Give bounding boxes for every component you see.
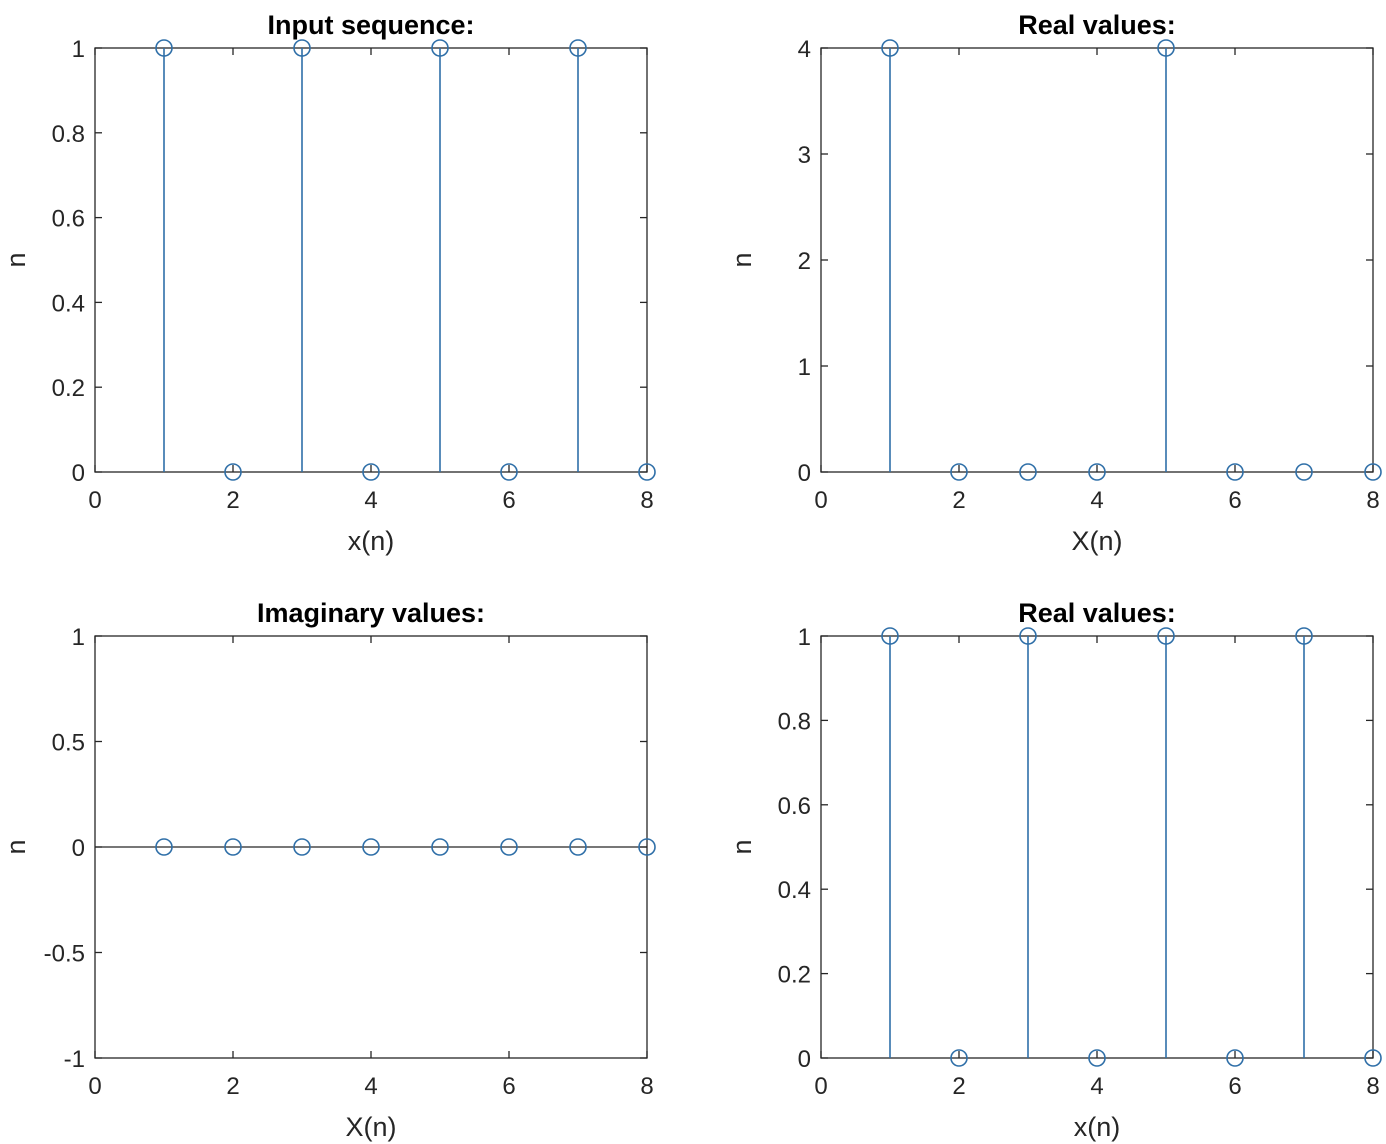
stem-marker (1364, 463, 1382, 481)
subplot-4: 0 2 4 6 8 0 0.2 0.4 0.6 0.8 1 Real values: x(n) n (727, 598, 1382, 1142)
x-tick-label: 0 (814, 1073, 827, 1100)
stem-marker (293, 39, 311, 57)
stem-marker (155, 838, 173, 856)
y-tick-label: 0.8 (778, 708, 811, 735)
stem-marker (293, 838, 311, 856)
stem-marker (950, 463, 968, 481)
stem-marker (224, 463, 242, 481)
y-tick-label: 0 (72, 460, 85, 487)
stem-marker (569, 838, 587, 856)
y-tick-label: 0.6 (778, 793, 811, 820)
stem-marker (224, 838, 242, 856)
y-tick-label: -1 (64, 1046, 85, 1073)
y-tick-label: -0.5 (44, 941, 85, 968)
y-tick-label: 3 (798, 142, 811, 169)
y-tick-label: 1 (798, 624, 811, 651)
y-tick-label: 0.2 (778, 962, 811, 989)
x-tick-label: 8 (640, 1073, 653, 1100)
y-tick-label: 0.5 (52, 730, 85, 757)
x-tick-label: 2 (226, 487, 239, 514)
plot-frame (94, 47, 648, 473)
y-tick-label: 1 (72, 624, 85, 651)
y-tick-label: 2 (798, 248, 811, 275)
stem-marker (1088, 1049, 1106, 1067)
stem-marker (1226, 463, 1244, 481)
stem-marker (431, 838, 449, 856)
stem-marker (881, 627, 899, 645)
x-tick-label: 2 (226, 1073, 239, 1100)
stem-marker (1226, 1049, 1244, 1067)
x-axis-label: x(n) (1074, 1112, 1121, 1142)
x-tick-label: 2 (952, 1073, 965, 1100)
plot-frame (820, 47, 1374, 473)
y-tick-label: 0.8 (52, 121, 85, 148)
stem-marker (500, 838, 518, 856)
y-tick-label: 0.4 (52, 290, 85, 317)
stem-marker (1019, 627, 1037, 645)
subplot-3: 0 2 4 6 8 -1 -0.5 0 0.5 1 Imaginary values: X(n) n (1, 598, 656, 1142)
stem-marker (569, 39, 587, 57)
x-tick-label: 0 (88, 1073, 101, 1100)
x-tick-label: 6 (1228, 1073, 1241, 1100)
x-tick-label: 0 (814, 487, 827, 514)
y-tick-label: 0 (798, 1046, 811, 1073)
stem-marker (1157, 627, 1175, 645)
stem-marker (362, 463, 380, 481)
y-tick-label: 0.4 (778, 877, 811, 904)
x-tick-label: 4 (364, 487, 377, 514)
stem-marker (950, 1049, 968, 1067)
subplot-title: Input sequence: (267, 10, 474, 40)
y-tick-label: 0.2 (52, 375, 85, 402)
y-tick-label: 4 (798, 36, 811, 63)
stem-marker (1157, 39, 1175, 57)
stem-marker (638, 463, 656, 481)
stem-marker (1295, 463, 1313, 481)
stem-marker (500, 463, 518, 481)
x-tick-label: 4 (1090, 1073, 1103, 1100)
stem-marker (1088, 463, 1106, 481)
x-tick-label: 8 (1366, 1073, 1379, 1100)
x-axis-label: x(n) (348, 526, 395, 556)
y-tick-label: 0 (798, 460, 811, 487)
stem-marker (1295, 627, 1313, 645)
y-tick-label: 0.6 (52, 206, 85, 233)
plot-frame (820, 635, 1374, 1059)
x-tick-label: 4 (364, 1073, 377, 1100)
stem-marker (881, 39, 899, 57)
x-tick-label: 0 (88, 487, 101, 514)
subplot-title: Real values: (1018, 10, 1176, 40)
y-axis-label: n (1, 839, 31, 854)
subplot-title: Real values: (1018, 598, 1176, 628)
x-tick-label: 4 (1090, 487, 1103, 514)
x-tick-label: 8 (1366, 487, 1379, 514)
stem-marker (1019, 463, 1037, 481)
x-tick-label: 6 (502, 1073, 515, 1100)
y-axis-label: n (727, 839, 757, 854)
subplot-title: Imaginary values: (257, 598, 485, 628)
y-axis-label: n (1, 252, 31, 267)
x-tick-label: 6 (1228, 487, 1241, 514)
y-tick-label: 1 (798, 354, 811, 381)
stem-marker (1364, 1049, 1382, 1067)
x-axis-label: X(n) (1071, 526, 1122, 556)
x-axis-label: X(n) (345, 1112, 396, 1142)
y-tick-label: 0 (72, 835, 85, 862)
y-tick-label: 1 (72, 36, 85, 63)
stem-marker (431, 39, 449, 57)
y-axis-label: n (727, 252, 757, 267)
stem-marker (155, 39, 173, 57)
x-tick-label: 2 (952, 487, 965, 514)
subplot-2: 0 2 4 6 8 0 1 2 3 4 Real values: X(n) n (727, 10, 1382, 556)
x-tick-label: 8 (640, 487, 653, 514)
stem-marker (362, 838, 380, 856)
x-tick-label: 6 (502, 487, 515, 514)
subplot-1: 0 2 4 6 8 0 0.2 0.4 0.6 0.8 1 Input sequence: x(n) n (1, 10, 656, 556)
stem-marker (638, 838, 656, 856)
